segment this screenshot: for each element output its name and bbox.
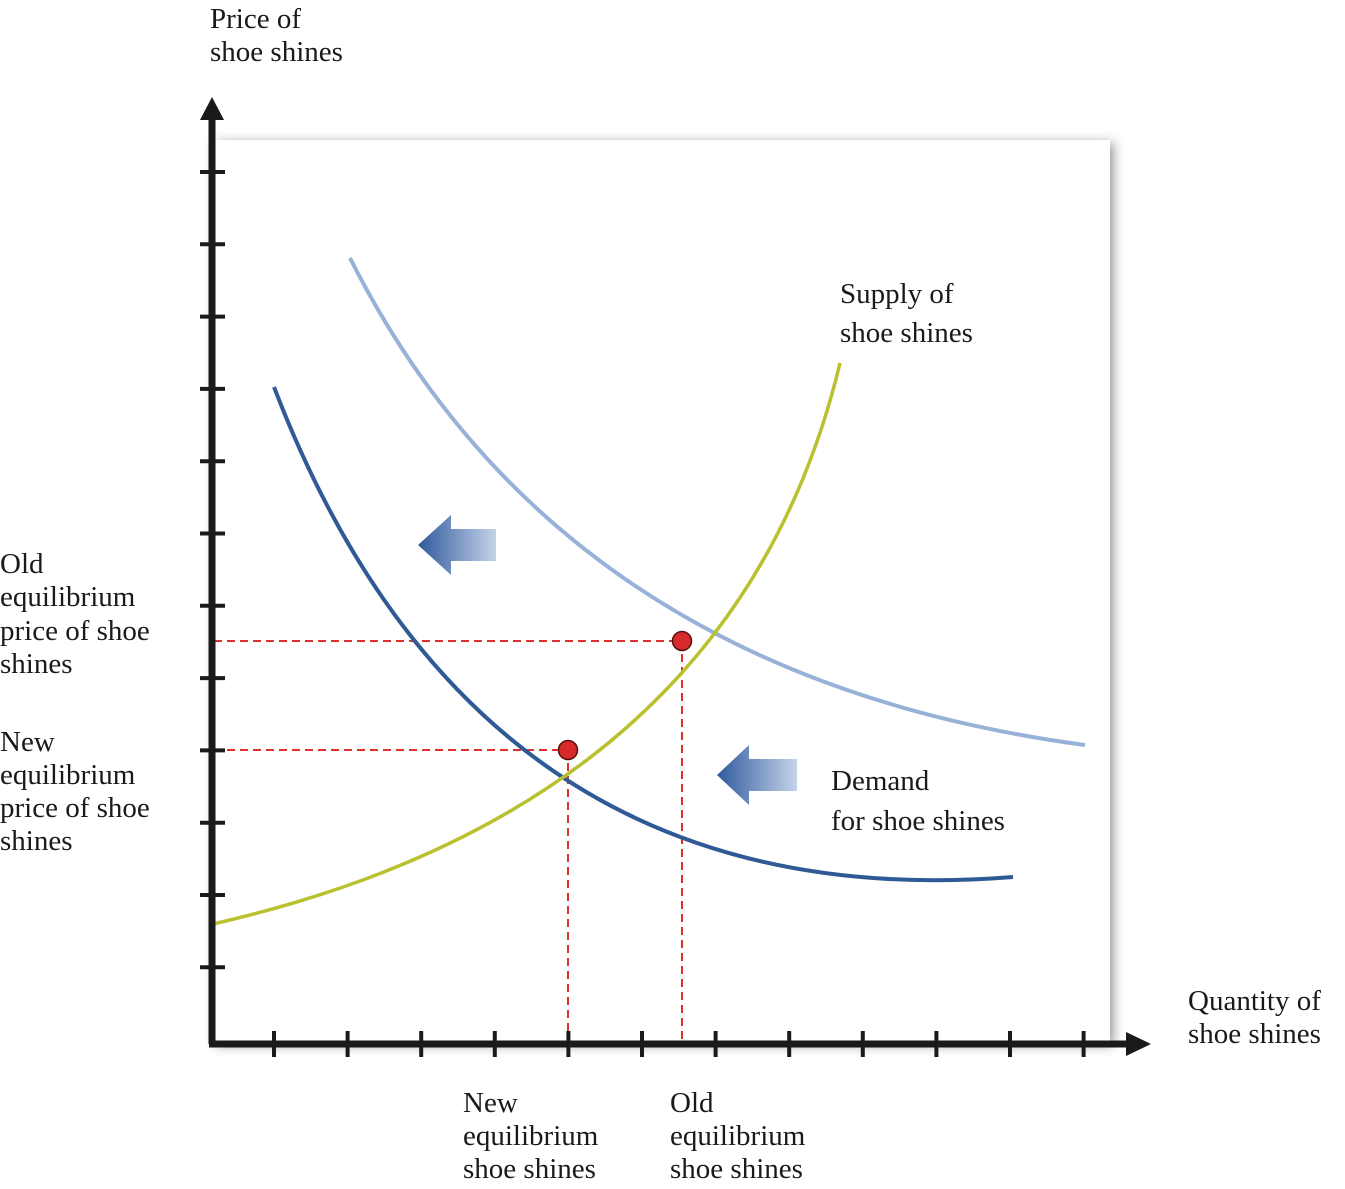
x-axis-ticks bbox=[272, 1031, 1086, 1057]
shift-arrow-upper-icon bbox=[418, 515, 496, 575]
old-quantity-label: Old equilibrium shoe shines bbox=[670, 1087, 813, 1185]
plot-panel bbox=[212, 140, 1110, 1042]
new-quantity-label: New equilibrium shoe shines bbox=[463, 1087, 606, 1185]
new-price-label: New equilibrium price of shoe shines bbox=[0, 726, 157, 857]
axes bbox=[200, 97, 1151, 1057]
new-equilibrium-point bbox=[557, 739, 579, 761]
y-axis-arrow-icon bbox=[200, 97, 224, 120]
y-axis-ticks bbox=[200, 170, 225, 970]
supply-label: Supply of shoe shines bbox=[840, 278, 973, 349]
shift-arrow-lower-icon bbox=[717, 745, 797, 805]
supply-curve bbox=[212, 362, 842, 926]
x-axis-label: Quantity of shoe shines bbox=[1188, 985, 1328, 1050]
new-demand-curve bbox=[272, 386, 1014, 883]
y-axis-label: Price of shoe shines bbox=[210, 3, 343, 68]
x-axis-arrow-icon bbox=[1126, 1032, 1151, 1056]
old-price-label: Old equilibrium price of shoe shines bbox=[0, 548, 157, 680]
old-demand-curve bbox=[348, 257, 1086, 747]
guide-lines bbox=[214, 640, 683, 1044]
old-equilibrium-point bbox=[671, 630, 693, 652]
demand-label: Demand for shoe shines bbox=[831, 765, 1005, 837]
